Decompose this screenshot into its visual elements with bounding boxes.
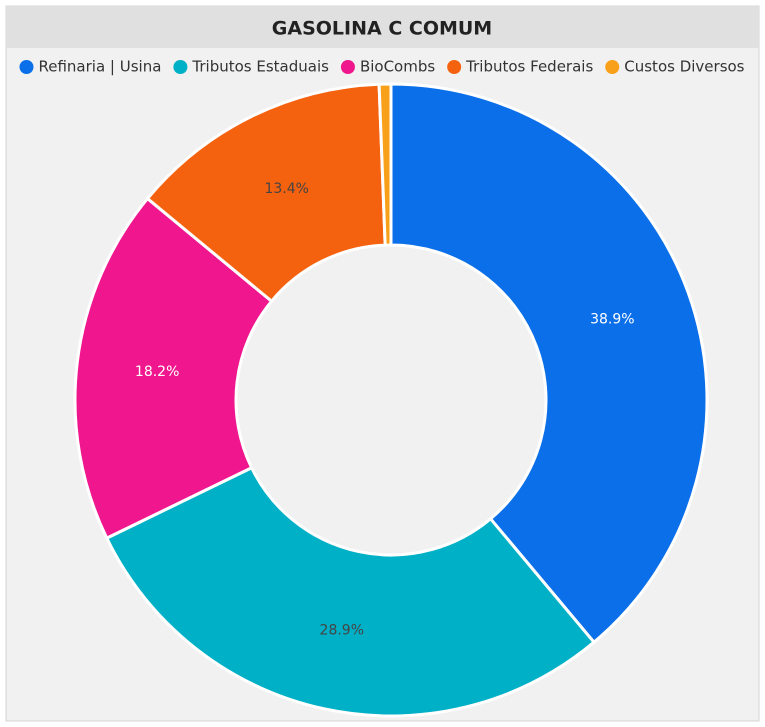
legend-label: Tributos Estaduais [191, 58, 329, 76]
legend-marker [340, 60, 355, 74]
donut-slice [73, 196, 274, 541]
legend: Refinaria | Usina Tributos Estaduais BioCo… [19, 58, 745, 76]
legend-marker [605, 60, 620, 74]
value-label: 18.2% [135, 364, 179, 380]
value-label: 13.4% [264, 181, 308, 197]
legend-marker [19, 60, 34, 74]
legend-label: Refinaria | Usina [39, 58, 162, 76]
legend-marker [173, 60, 188, 74]
title-band [6, 6, 759, 48]
legend-label: Custos Diversos [624, 58, 744, 76]
legend-label: Tributos Federais [465, 58, 593, 76]
legend-label: BioCombs [360, 58, 435, 76]
value-label: 38.9% [590, 312, 634, 328]
donut-slice [377, 82, 393, 247]
donut-slice [145, 82, 387, 304]
chart-title: GASOLINA C COMUM [272, 18, 492, 40]
donut-slice [104, 465, 597, 718]
value-label: 28.9% [320, 622, 364, 638]
donut-slice [389, 82, 709, 645]
legend-marker [447, 60, 462, 74]
